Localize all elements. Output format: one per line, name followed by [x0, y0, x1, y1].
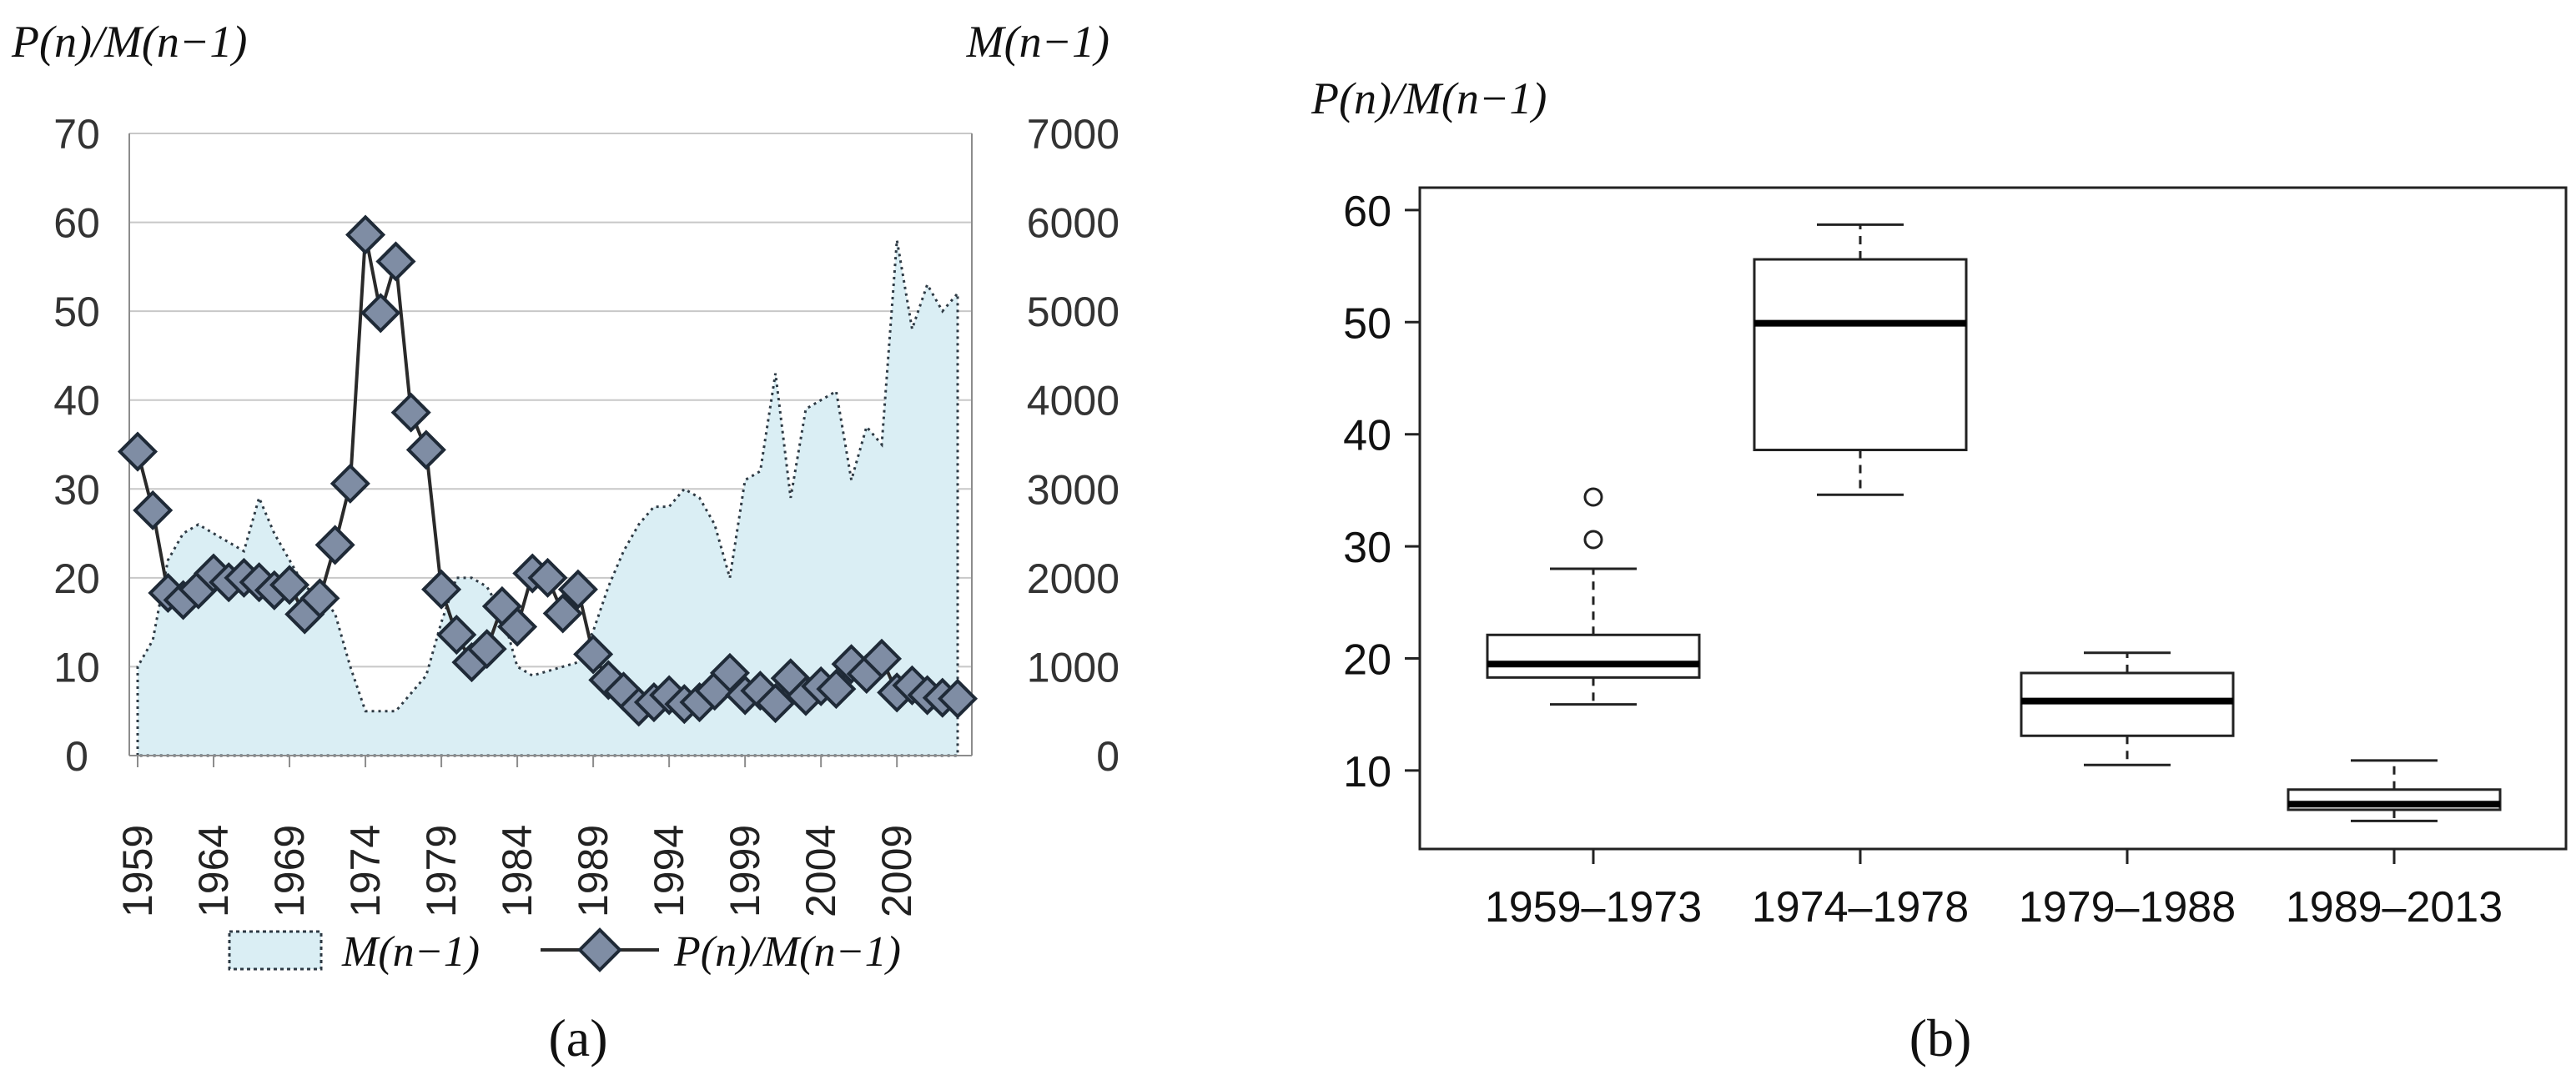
panel-b-y-tick-label: 10: [1343, 748, 1391, 796]
panel-b-box-4: [2287, 759, 2502, 822]
panel-b-y-tick-label: 60: [1343, 188, 1391, 236]
panel-a-right-tick-label: 0: [1096, 733, 1119, 780]
interquartile-box: [1486, 633, 1701, 679]
panel-a-right-tick-label: 7000: [1027, 111, 1119, 158]
panel-b-y-axis-title: P(n)/M(n−1): [1311, 73, 1547, 123]
panel-a-right-tick-label: 2000: [1027, 555, 1119, 602]
panel-a-area-m-series: [136, 239, 959, 757]
panel-a-x-tick-label: 1964: [190, 825, 237, 917]
panel-a-data-point: [330, 463, 370, 504]
panel-a-data-point: [436, 615, 477, 656]
panel-b-x-tick-label: 1959–1973: [1485, 883, 1702, 932]
panel-b-y-tick-label: 30: [1343, 524, 1391, 572]
panel-a-right-tick-label: 5000: [1027, 289, 1119, 335]
panel-a-left-axis-title: P(n)/M(n−1): [11, 17, 247, 67]
legend-diamond-marker: [577, 927, 622, 972]
interquartile-box: [1753, 258, 1968, 452]
panel-b-y-tick-label: 50: [1343, 299, 1391, 348]
panel-a-data-point: [542, 593, 583, 634]
panel-b-x-tick-label: 1974–1978: [1752, 883, 1969, 932]
interquartile-box: [2020, 671, 2235, 737]
panel-a-x-tick-label: 1974: [342, 825, 389, 917]
outlier-point: [1583, 530, 1603, 550]
panel-b-box-2: [1753, 223, 1968, 496]
panel-a-data-point: [421, 569, 462, 610]
panel-a-data-point: [937, 678, 979, 719]
panel-a-data-point: [573, 634, 614, 675]
panel-a-x-tick-label: 1999: [722, 825, 768, 917]
panel-b-y-tick-label: 20: [1343, 636, 1391, 685]
panel-a-ticks: 0 10 20 30 40 50 60 70 0 1000 2000 3000 4000 5000 6000…: [53, 111, 1119, 917]
panel-b-y-tick-label: 40: [1343, 412, 1391, 460]
caption-b: (b): [1909, 1008, 1972, 1067]
legend-line-label: P(n)/M(n−1): [673, 928, 901, 976]
panel-a-x-tick-label: 1994: [646, 825, 692, 917]
panel-a-x-tick-label: 1989: [570, 825, 616, 917]
panel-b-boxes: [1486, 223, 2502, 822]
panel-a-data-point: [861, 638, 903, 679]
panel-a-x-tick-label: 2004: [797, 825, 844, 917]
panel-b-plot-frame: [1418, 186, 2568, 851]
panel-a-left-tick-label: 10: [53, 644, 100, 691]
panel-a-data-point: [133, 490, 174, 530]
panel-a-data-point: [557, 569, 598, 610]
panel-a-data-point: [405, 429, 446, 470]
panel-a-left-tick-label: 70: [53, 111, 100, 158]
panel-a-right-tick-label: 3000: [1027, 466, 1119, 513]
panel-a-data-point: [755, 683, 796, 724]
outlier-point: [1583, 487, 1603, 507]
panel-a-x-tick-label: 1984: [494, 825, 541, 917]
panel-a-left-tick-label: 40: [53, 378, 100, 424]
panel-a-left-tick-label: 30: [53, 466, 100, 513]
panel-a-right-axis-title: M(n−1): [966, 17, 1109, 67]
caption-a: (a): [548, 1008, 607, 1067]
panel-b-ticks: 10 20 30 40 50 60 1959–1973 1974–1978 1979–1988 1…: [1343, 188, 2503, 932]
panel-a-left-tick-label: 50: [53, 289, 100, 335]
legend-area-swatch: [228, 930, 323, 971]
panel-a-data-point: [299, 578, 340, 619]
panel-b-x-tick-label: 1989–2013: [2286, 883, 2503, 932]
panel-a-legend: M(n−1) P(n)/M(n−1): [228, 927, 901, 976]
panel-a-data-point: [360, 293, 401, 334]
panel-a-right-tick-label: 4000: [1027, 378, 1119, 424]
panel-a-data-point: [117, 431, 158, 472]
panel-a-x-tick-label: 1979: [418, 825, 465, 917]
panel-a-left-tick-label: 60: [53, 200, 100, 247]
panel-a-left-tick-label: 0: [65, 733, 88, 780]
panel-a-data-point: [527, 557, 568, 598]
panel-a-data-point: [345, 214, 386, 255]
panel-a-left-tick-label: 20: [53, 555, 100, 602]
panel-a-x-tick-label: 1959: [114, 825, 161, 917]
panel-a-data-point: [314, 525, 355, 565]
panel-b-box-1: [1486, 487, 1701, 706]
panel-a-right-tick-label: 1000: [1027, 644, 1119, 691]
panel-a-data-point: [497, 606, 538, 647]
panel-a-line-chart: P(n)/M(n−1) M(n−1) 0 10 20 30 40 50 60 70 0 1000 2…: [11, 17, 1119, 1067]
legend-area-label: M(n−1): [341, 928, 480, 976]
panel-b-box-plot: P(n)/M(n−1) 10 20 30 40 50 60 1959–1973 1974–19…: [1311, 73, 2568, 1067]
panel-b-box-3: [2020, 651, 2235, 766]
panel-a-data-point: [269, 565, 310, 605]
panel-a-data-point: [466, 629, 507, 670]
panel-a-x-tick-label: 2009: [873, 825, 920, 917]
panel-a-data-point: [390, 392, 431, 433]
panel-a-right-tick-label: 6000: [1027, 200, 1119, 247]
panel-a-data-point: [816, 669, 857, 710]
panel-b-x-tick-label: 1979–1988: [2019, 883, 2236, 932]
panel-a-data-point: [375, 241, 416, 282]
panel-a-ratio-series-markers: [117, 214, 979, 727]
panel-a-x-tick-label: 1969: [266, 825, 313, 917]
